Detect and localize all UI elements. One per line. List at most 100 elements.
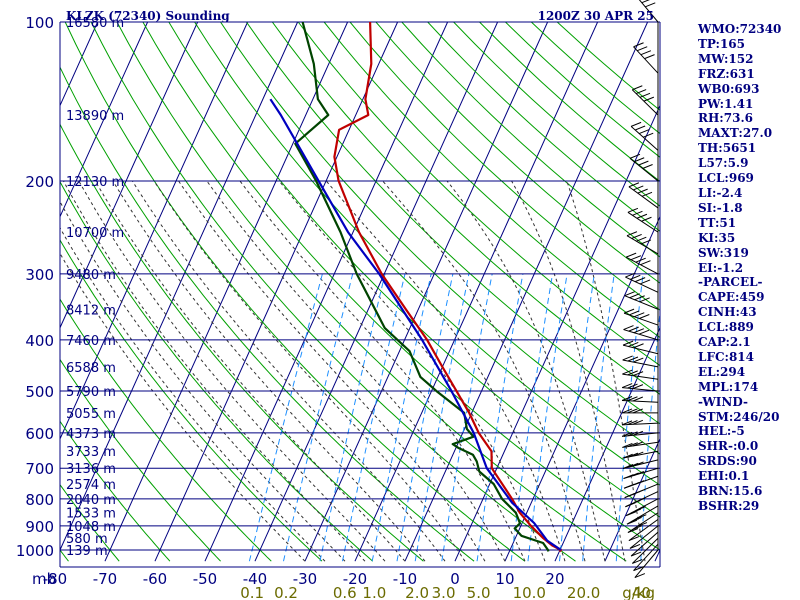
isotherm-line <box>104 22 349 562</box>
dry-adiabat-line <box>60 239 323 562</box>
isotherm-line <box>504 215 660 562</box>
dry-adiabat-line <box>349 22 660 311</box>
mixing-ratio-line <box>414 273 470 562</box>
height-label: 7460 m <box>66 334 116 349</box>
pressure-tick-label: 200 <box>25 173 54 191</box>
wind-barb-feather <box>621 383 633 389</box>
mixing-ratio-label: 20.0 <box>567 584 600 600</box>
wind-barb-feather <box>622 442 633 448</box>
wind-barb-feather <box>633 42 644 48</box>
index-row: RH:73.6 <box>698 111 753 126</box>
wind-barb-feather <box>642 164 653 169</box>
index-row: -WIND- <box>698 394 748 409</box>
pressure-tick-label: 700 <box>25 460 54 478</box>
wind-barb-feather <box>627 528 639 533</box>
isotherm-line <box>60 22 149 218</box>
isotherm-line <box>60 22 249 441</box>
height-label: 12130 m <box>66 175 124 190</box>
mixing-ratio-line <box>371 273 432 562</box>
index-row: LFC:814 <box>698 349 754 364</box>
dry-adiabat-line <box>323 22 660 339</box>
wind-barb-feather <box>633 157 645 163</box>
pressure-tick-label: 400 <box>25 332 54 350</box>
wind-barb-feather <box>630 121 642 127</box>
height-label: 3136 m <box>66 462 116 477</box>
wind-barb-feather <box>633 451 644 457</box>
height-label: 2574 m <box>66 478 116 493</box>
wind-barb-feather <box>628 536 640 542</box>
dry-adiabat-line <box>60 123 424 562</box>
wind-barb-feather <box>622 369 633 375</box>
wind-barb-feather <box>629 293 640 299</box>
dry-adiabat-line <box>245 22 660 425</box>
height-label: 6588 m <box>66 361 116 376</box>
height-label: 5790 m <box>66 385 116 400</box>
dry-adiabat-line <box>220 22 660 455</box>
wind-barbs <box>621 0 659 579</box>
temperature-profile <box>333 22 563 553</box>
wind-barb-feather <box>628 182 640 188</box>
wind-barb-feather <box>640 260 651 266</box>
wind-barb-feather <box>645 2 656 8</box>
moist-adiabat-line <box>278 180 546 562</box>
height-label: 139 m <box>66 544 108 559</box>
temperature-tick-label: -70 <box>93 570 118 588</box>
wind-barb-feather <box>624 291 635 297</box>
height-label: 8412 m <box>66 303 116 318</box>
mixing-ratio-label: 1.0 <box>362 584 386 600</box>
isotherm-line <box>354 22 599 562</box>
isotherm-line <box>204 22 449 562</box>
wind-barb-feather <box>632 396 644 402</box>
wind-barb-feather <box>627 442 638 448</box>
wind-barb-feather <box>632 441 644 447</box>
index-row: SI:-1.8 <box>698 200 743 215</box>
pressure-tick-label: 300 <box>25 266 54 284</box>
chart-title: KLZK (72340) Sounding <box>66 9 230 23</box>
mixing-ratio-label: 0.2 <box>274 584 298 600</box>
isotherm-line <box>154 22 399 562</box>
wind-barb-feather <box>632 85 643 91</box>
wind-barb-feather <box>643 96 655 102</box>
dry-adiabats <box>60 22 660 562</box>
mixing-ratio-line <box>342 273 406 562</box>
mixing-ratio-line <box>510 273 553 562</box>
dry-adiabat-line <box>168 22 660 518</box>
index-row: MAXT:27.0 <box>698 126 773 141</box>
wind-barb <box>633 543 659 571</box>
dry-adiabat-line <box>142 22 660 551</box>
index-row: TH:5651 <box>698 141 757 156</box>
wind-barb-feather <box>623 308 635 314</box>
wind-barb-feather <box>627 420 638 426</box>
moist-adiabat-line <box>78 180 386 562</box>
moist-adiabat-line <box>153 180 466 562</box>
temperature-tick-label: -80 <box>43 570 68 588</box>
dry-adiabat-line <box>375 22 660 284</box>
x-axis-label: mb <box>32 570 56 588</box>
index-row: EHI:0.1 <box>698 469 750 484</box>
wind-barb-feather <box>633 357 644 363</box>
wind-barb-feather <box>628 341 639 347</box>
wind-barb-feather <box>627 396 638 402</box>
wind-barb-feather <box>625 252 637 258</box>
isotherm-line <box>60 22 199 329</box>
wind-barb-feather <box>633 566 644 572</box>
wind-barb-feather <box>627 383 638 389</box>
mixing-ratio-line <box>319 273 386 562</box>
wind-barb-feather <box>631 516 642 522</box>
wind-barb-feather <box>632 558 643 564</box>
wind-barb-feather <box>637 46 648 52</box>
wind-barb-feather <box>627 452 639 458</box>
wind-barb-feather <box>632 408 643 414</box>
wind-barb-feather <box>628 310 640 316</box>
index-row: WB0:693 <box>698 81 760 96</box>
temperature-tick-label: -40 <box>243 570 268 588</box>
wind-barb-feather <box>634 295 645 301</box>
index-row: TP:165 <box>698 36 746 51</box>
index-row: SHR-:0.0 <box>698 439 759 454</box>
wind-barb-feather <box>633 328 645 334</box>
height-label: 1048 m <box>66 520 116 535</box>
dry-adiabat-line <box>194 22 660 486</box>
wind-barb-feather <box>635 257 646 263</box>
wind-barb-feather <box>633 470 645 476</box>
